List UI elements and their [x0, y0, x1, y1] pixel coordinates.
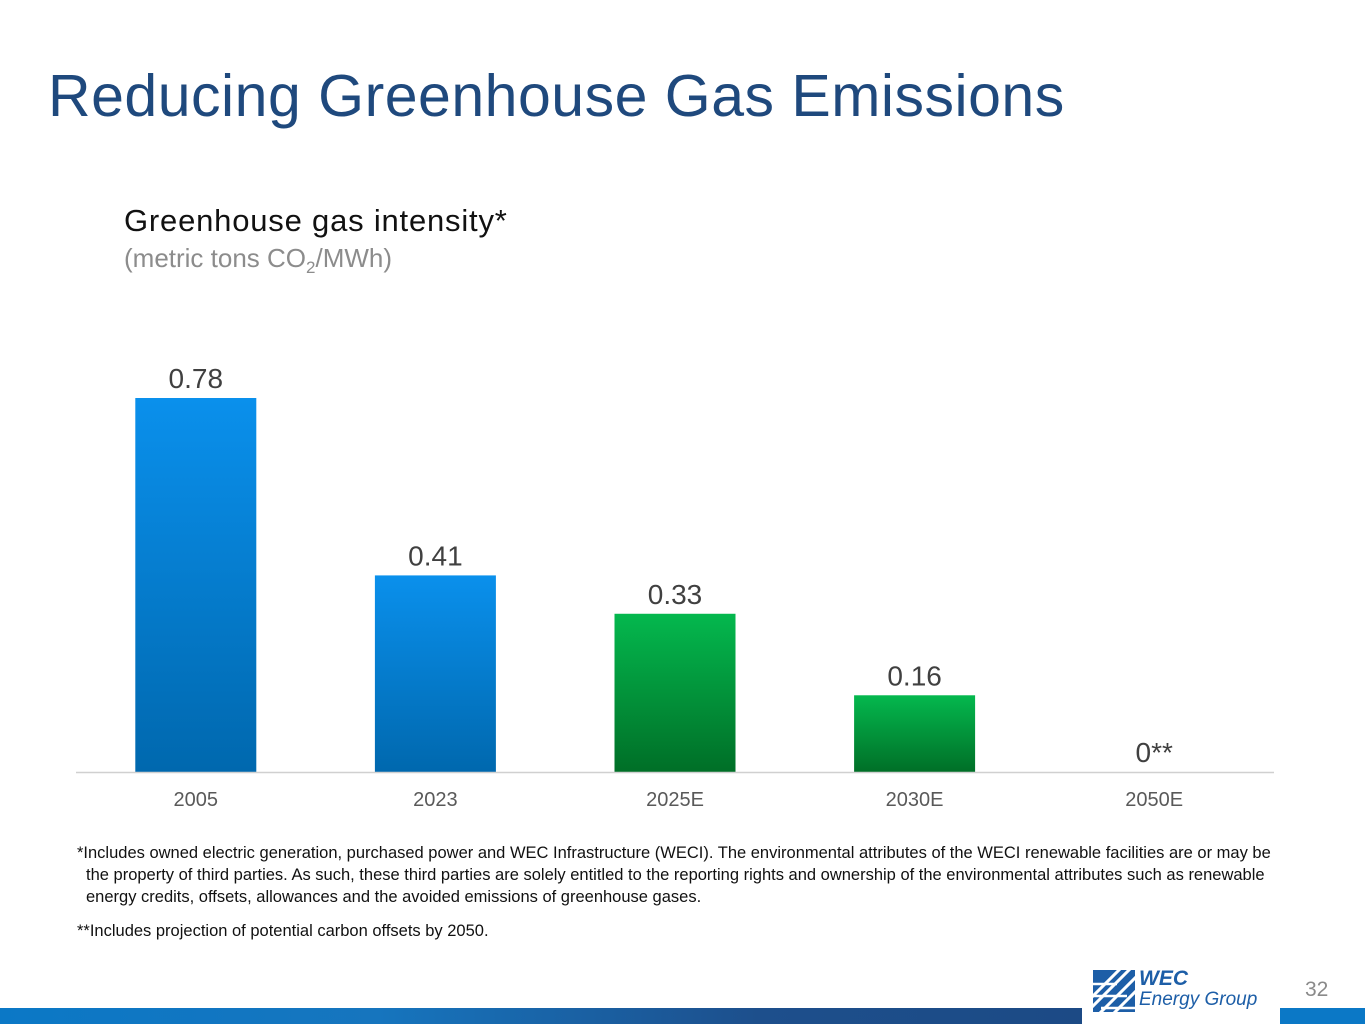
bar-2023	[374, 575, 496, 772]
footer-bar-right	[1280, 1008, 1365, 1024]
bar-2030e	[854, 695, 976, 772]
logo-text-energy-group: Energy Group	[1139, 989, 1258, 1010]
data-label-2050e: 0**	[1136, 737, 1173, 768]
data-label-2023: 0.41	[408, 540, 463, 571]
x-tick-label-2050e: 2050E	[1125, 789, 1183, 811]
bar-chart: 0.78 0.41 0.33 0.16 0** 2005 2023 2025E 2030E 20…	[76, 363, 1274, 811]
slide-title: Reducing Greenhouse Gas Emissions	[48, 63, 1065, 129]
chart-subtitle-suffix: /MWh)	[315, 243, 393, 273]
x-tick-label-2023: 2023	[413, 789, 458, 811]
footnote-1: *Includes owned electric generation, pur…	[77, 844, 1271, 906]
chart-subtitle-subscript: 2	[306, 258, 316, 277]
logo-text: WEC Energy Group	[1139, 968, 1257, 1010]
logo-text-wec: WEC	[1139, 967, 1188, 990]
footer-bar	[0, 1008, 1082, 1024]
logo-mark-icon	[1093, 970, 1135, 1012]
x-tick-label-2005: 2005	[174, 789, 219, 811]
chart-subtitle: (metric tons CO2/MWh)	[124, 243, 393, 277]
bar-2005	[135, 398, 257, 772]
bar-2025e	[614, 613, 736, 772]
footnotes: *Includes owned electric generation, pur…	[77, 842, 1277, 942]
company-logo: WEC Energy Group	[1093, 968, 1268, 1016]
footnote-2: **Includes projection of potential carbo…	[77, 922, 489, 940]
x-tick-label-2025e: 2025E	[646, 789, 704, 811]
page-number: 32	[1305, 978, 1329, 1001]
x-tick-label-2030e: 2030E	[886, 789, 944, 811]
data-label-2025e: 0.33	[648, 579, 703, 610]
data-label-2030e: 0.16	[887, 660, 942, 691]
data-label-2005: 0.78	[169, 363, 224, 394]
chart-title: Greenhouse gas intensity*	[124, 203, 508, 238]
chart-subtitle-prefix: (metric tons CO	[124, 243, 307, 273]
